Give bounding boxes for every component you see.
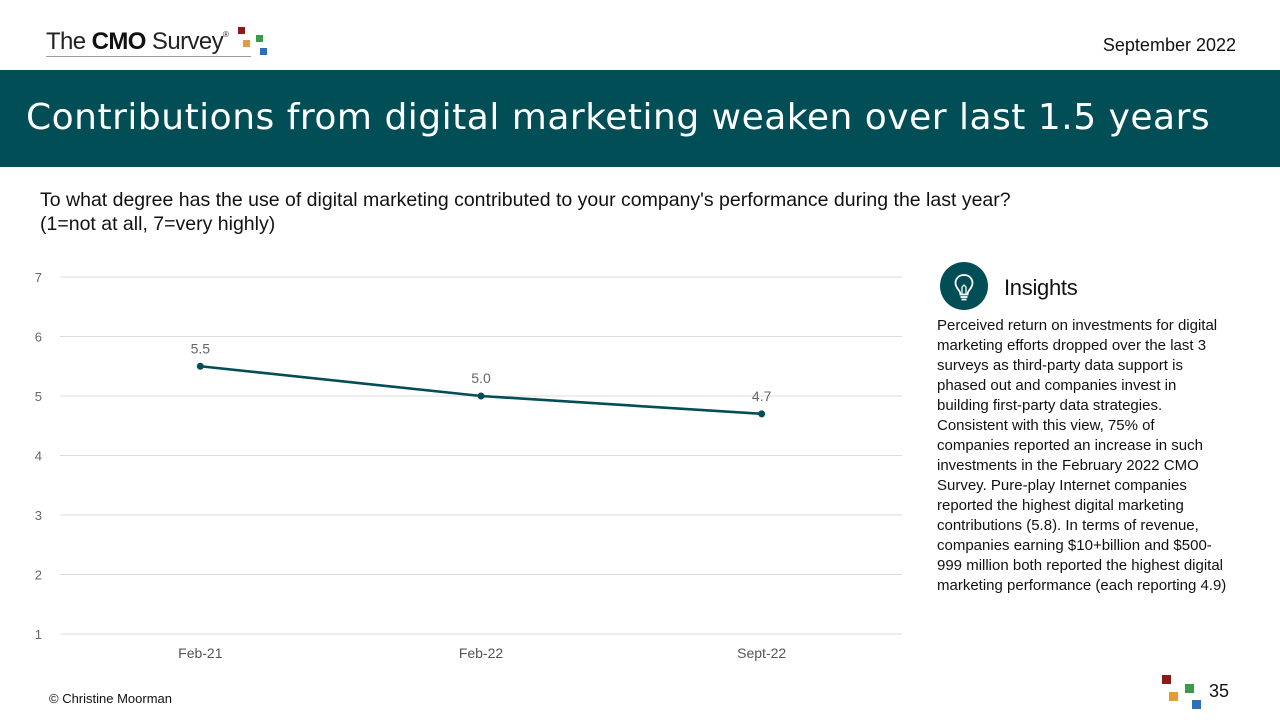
- title-banner: Contributions from digital marketing wea…: [0, 70, 1280, 167]
- data-label: 5.0: [471, 370, 491, 386]
- copyright: © Christine Moorman: [49, 691, 173, 706]
- y-tick-label: 2: [35, 568, 42, 583]
- x-tick-label: Feb-21: [178, 645, 223, 661]
- lightbulb-icon: [940, 262, 988, 310]
- page-title: Contributions from digital marketing wea…: [26, 97, 1211, 138]
- logo-square-green: [256, 35, 263, 42]
- y-tick-label: 3: [35, 508, 42, 523]
- y-tick-label: 4: [35, 449, 42, 464]
- y-tick-label: 6: [35, 330, 42, 345]
- logo-square-orange: [243, 40, 250, 47]
- page-number: 35: [1209, 681, 1230, 701]
- x-tick-label: Sept-22: [737, 645, 786, 661]
- question-scale: (1=not at all, 7=very highly): [40, 213, 276, 235]
- report-date: September 2022: [1102, 35, 1236, 55]
- logo-square-blue: [260, 48, 267, 55]
- insights-title: Insights: [1004, 275, 1078, 300]
- data-label: 5.5: [191, 340, 211, 356]
- y-tick-label: 7: [35, 270, 42, 285]
- cmo-survey-logo: The CMO Survey®: [46, 24, 276, 60]
- survey-question: To what degree has the use of digital ma…: [40, 188, 1140, 236]
- footer-square-red: [1162, 675, 1171, 684]
- logo-text: The CMO Survey®: [46, 28, 229, 55]
- y-tick-label: 1: [35, 627, 42, 642]
- insights-body: Perceived return on investments for digi…: [937, 317, 1227, 594]
- footer-square-blue: [1192, 700, 1201, 709]
- data-point: [758, 410, 766, 418]
- y-tick-label: 5: [35, 389, 42, 404]
- x-tick-label: Feb-22: [459, 645, 504, 661]
- data-point: [477, 392, 485, 400]
- footer-square-orange: [1169, 692, 1178, 701]
- data-label: 4.7: [752, 388, 772, 404]
- line-chart: 1 2 3 4 5 6 7 Feb-21 Feb-22 Sept-22 5.5 5.0 4.7: [35, 270, 902, 661]
- data-point: [196, 362, 204, 370]
- logo-underline: [46, 56, 251, 57]
- logo-square-red: [238, 27, 245, 34]
- footer-square-green: [1185, 684, 1194, 693]
- question-text: To what degree has the use of digital ma…: [40, 189, 1011, 211]
